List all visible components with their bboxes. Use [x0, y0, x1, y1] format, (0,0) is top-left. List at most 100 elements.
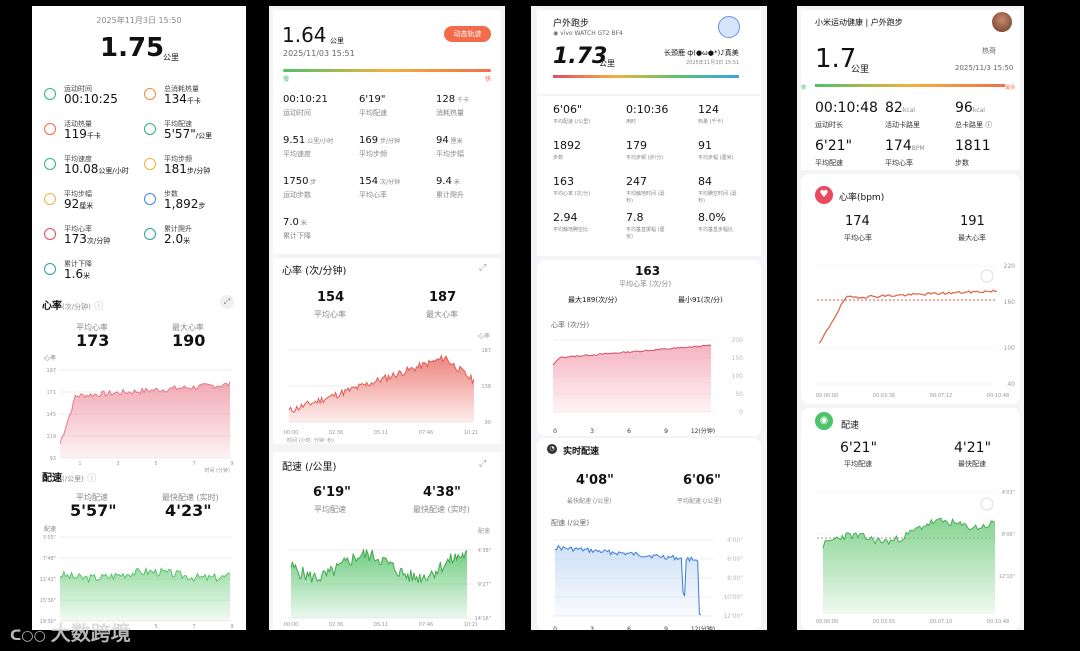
tick-label: 160 [1004, 299, 1016, 306]
hr-card [801, 174, 1020, 404]
tick-label: 0 [553, 428, 557, 435]
distance-unit: 公里 [851, 65, 870, 75]
flame-icon [44, 123, 56, 135]
user-nickname: 长颈鹿 ф(●ω●*)♪真美 [664, 49, 739, 57]
stat-label: 平均步频 [164, 155, 192, 163]
stat-value: 1811 [955, 138, 991, 154]
hr-max-value: 191 [960, 214, 985, 229]
distance-unit: 公里 [599, 59, 615, 68]
hr-avg-label: 平均心率 [76, 323, 108, 332]
tick-label: 5 [154, 461, 157, 467]
tick-label: 4'00" [727, 537, 743, 544]
stats-card [537, 96, 761, 256]
workout-date: 2025/11/3 15:50 [955, 64, 1014, 72]
stat-value: 169 步/分钟 [359, 135, 401, 146]
stat-label: 平均心率 [885, 159, 913, 167]
pace-best-value: 4'23" [165, 501, 212, 520]
zoom-icon [980, 497, 994, 511]
stat-value: 174BPM [885, 138, 925, 154]
stat-value: 128 千卡 [436, 94, 470, 105]
stat-label: 热量 (千卡) [698, 119, 724, 125]
stat-label: 平均配速 [815, 159, 843, 167]
tick-label: 07:46 [419, 430, 433, 436]
pace-avg-label: 平均配速 [844, 460, 872, 468]
series-area [60, 568, 230, 621]
pace-y-title: 配速 [478, 528, 491, 535]
x-axis-unit: 时间 (小时: 分钟: 秒) [287, 437, 334, 444]
stat-value: 1.6米 [64, 267, 91, 281]
workout-date: 2025/11/03 15:51 [283, 49, 355, 58]
distance-value: 1.73 [553, 44, 608, 69]
stat-label: 步数 [955, 159, 969, 167]
hr-y-title: 心率 [478, 333, 491, 340]
series-area [60, 381, 230, 458]
panel-vivo-app: 户外跑步 ◉ vivo WATCH GT2 BF4 1.73 公里 长颈鹿 ф(… [531, 6, 767, 630]
stat-value: 0:10:36 [626, 103, 669, 116]
tick-label: 6 [627, 626, 631, 630]
stat-value: 124 [698, 103, 719, 116]
series-area [289, 355, 474, 422]
pace-best-value: 4'21" [954, 440, 992, 456]
track-playback-button[interactable]: 动态轨迹 [444, 26, 491, 42]
tick-label: 12(分钟) [691, 427, 715, 435]
stat-value: 119千卡 [64, 127, 101, 141]
expand-icon[interactable]: ⤢ [479, 459, 487, 469]
series-area [823, 518, 995, 614]
hr-max-label: 最大心率 [172, 323, 204, 332]
summary-card [273, 10, 501, 254]
stat-label: 用时 [626, 119, 637, 125]
stat-label: 累计下降 [64, 260, 92, 268]
tick-label: 3 [590, 428, 594, 435]
stat-value: 6'19" [359, 94, 386, 105]
tick-label: 00:00 [284, 430, 298, 436]
footprints-icon [144, 158, 156, 170]
tick-label: 12'00" [723, 613, 743, 620]
tick-label: 145 [46, 412, 56, 418]
hr-chart: 220 160 100 40 00:00:00 00:03:36 00:07:12 00:10… [816, 263, 1016, 399]
stat-value: 00:10:48 [815, 100, 878, 116]
stat-label: 平均心率 [359, 191, 387, 199]
stat-label: 平均步频 (步/分) [626, 155, 664, 161]
tick-label: 93 [50, 456, 56, 462]
stride-icon [44, 193, 56, 205]
stat-label: 运动时间 [283, 109, 311, 117]
stat-label: 累计下降 [283, 232, 311, 240]
distance-value: 1.64 [282, 23, 327, 47]
pace-section-title: 实时配速 [563, 447, 600, 457]
avatar[interactable] [992, 12, 1012, 32]
pace-y-title: 配速 (/公里) [551, 519, 590, 527]
stat-value: 7.8 [626, 211, 644, 224]
tick-label: 50 [735, 391, 743, 398]
summary-card [801, 10, 1020, 170]
hr-min-label: 最小91(次/分) [678, 296, 723, 304]
x-axis-unit: 时间 (分钟) [205, 467, 231, 474]
tick-label: 00:07:12 [930, 393, 952, 399]
stat-label: 步数 [553, 155, 564, 161]
hr-y-title: 心率 (次/分) [551, 321, 590, 329]
expand-icon[interactable]: ⤢ [220, 295, 234, 309]
tick-label: 200 [732, 337, 744, 344]
gauge-icon [44, 158, 56, 170]
stat-value: 94 厘米 [436, 135, 463, 146]
stat-value: 173次/分钟 [64, 232, 111, 246]
stat-value: 10.08公里/小时 [64, 162, 129, 176]
stat-label: 步数 [164, 190, 178, 198]
stat-label: 平均心率 (次/分) [553, 191, 591, 197]
stat-value: 6'21" [815, 138, 853, 154]
expand-icon[interactable]: ⤢ [479, 263, 487, 273]
avatar[interactable] [718, 16, 740, 38]
stat-value: 00:10:25 [64, 92, 118, 106]
series-line [290, 548, 468, 584]
stat-value: 163 [553, 175, 574, 188]
tick-label: 6 [627, 428, 631, 435]
pace-section-title: 配速(/公里) ⓘ [42, 473, 97, 484]
stat-value: 2.94 [553, 211, 578, 224]
tick-label: 00:00 [284, 622, 298, 628]
pace-avg-label: 平均配速 (/公里) [677, 498, 722, 505]
device-name: ◉ vivo WATCH GT2 BF4 [553, 30, 623, 37]
tick-label: 119 [46, 434, 56, 440]
tick-label: 00:07:10 [930, 619, 952, 625]
climb-icon [144, 228, 156, 240]
tick-label: 11'42" [40, 577, 56, 583]
stat-label: 总卡路里 ⓘ [955, 121, 993, 129]
